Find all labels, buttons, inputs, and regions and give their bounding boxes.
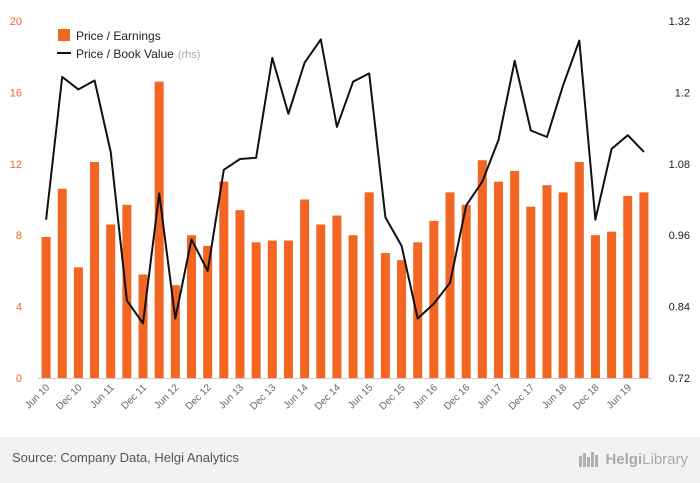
brand-name-b: Library bbox=[642, 450, 688, 468]
line-price-book-value bbox=[45, 38, 645, 325]
bar bbox=[380, 253, 390, 378]
x-tick-label: Dec 16 bbox=[442, 382, 472, 412]
legend-label-price-book-value-text: Price / Book Value bbox=[76, 47, 174, 61]
bar bbox=[558, 192, 568, 378]
x-tick-label: Dec 12 bbox=[184, 382, 214, 412]
bar bbox=[170, 285, 180, 378]
left-tick-label: 0 bbox=[16, 373, 22, 385]
bar bbox=[429, 220, 439, 378]
right-tick-label: 0.72 bbox=[669, 373, 690, 385]
right-tick-label: 0.96 bbox=[669, 230, 690, 242]
bar bbox=[106, 224, 116, 378]
bar bbox=[397, 260, 407, 378]
right-tick-label: 1.32 bbox=[669, 16, 690, 28]
x-tick-label: Dec 10 bbox=[54, 382, 84, 412]
bar bbox=[57, 188, 67, 378]
chart: 0 4 8 12 16 20 0.72 0.84 0.96 1.08 1.2 1.32 Jun 10… bbox=[10, 16, 690, 413]
bar bbox=[73, 267, 83, 378]
bar bbox=[510, 170, 520, 378]
x-tick-label: Jun 10 bbox=[23, 382, 52, 411]
bar bbox=[494, 181, 503, 378]
x-tick-label: Dec 11 bbox=[119, 382, 149, 412]
bar bbox=[542, 185, 552, 378]
x-tick-label: Jun 14 bbox=[282, 382, 311, 411]
brand-logo: Helgi Library bbox=[578, 448, 688, 470]
bar bbox=[413, 242, 423, 378]
bar bbox=[90, 162, 100, 378]
bar bbox=[590, 235, 600, 378]
legend-label-price-earnings: Price / Earnings bbox=[76, 29, 161, 43]
left-tick-label: 4 bbox=[16, 302, 22, 314]
x-tick-label: Jun 19 bbox=[605, 382, 634, 411]
bar bbox=[477, 160, 487, 378]
bar bbox=[623, 195, 633, 378]
bar bbox=[461, 204, 471, 378]
bars-price-earnings bbox=[41, 81, 649, 378]
right-tick-label: 0.84 bbox=[669, 302, 690, 314]
legend: Price / Earnings Price / Book Value (rhs) bbox=[57, 29, 200, 61]
bar bbox=[574, 162, 584, 378]
source-text: Source: Company Data, Helgi Analytics bbox=[12, 450, 239, 465]
left-tick-label: 20 bbox=[10, 16, 22, 28]
x-tick-label: Dec 13 bbox=[248, 382, 278, 412]
footer: Source: Company Data, Helgi Analytics He… bbox=[0, 437, 700, 483]
x-tick-label: Jun 15 bbox=[346, 382, 375, 411]
left-tick-label: 12 bbox=[10, 159, 22, 171]
bar bbox=[639, 192, 649, 378]
right-tick-label: 1.2 bbox=[675, 87, 690, 99]
left-axis-ticks: 0 4 8 12 16 20 bbox=[10, 16, 22, 385]
bar bbox=[267, 240, 277, 378]
bar bbox=[138, 274, 148, 378]
bar bbox=[235, 210, 245, 378]
bar bbox=[445, 192, 455, 378]
x-tick-label: Jun 18 bbox=[540, 382, 569, 411]
bar bbox=[219, 181, 229, 378]
x-tick-label: Dec 17 bbox=[507, 382, 537, 412]
x-tick-label: Dec 18 bbox=[571, 382, 601, 412]
bar bbox=[348, 235, 358, 378]
x-tick-label: Jun 16 bbox=[411, 382, 440, 411]
bar bbox=[154, 81, 164, 378]
legend-swatch-price-earnings bbox=[58, 29, 70, 41]
bar bbox=[526, 206, 536, 378]
bar bbox=[203, 245, 213, 378]
x-tick-label: Jun 11 bbox=[88, 382, 117, 411]
bar bbox=[607, 231, 617, 378]
bar bbox=[364, 192, 374, 378]
bar bbox=[41, 236, 51, 378]
x-tick-label: Dec 15 bbox=[377, 382, 407, 412]
left-tick-label: 16 bbox=[10, 87, 22, 99]
x-tick-label: Jun 12 bbox=[152, 382, 181, 411]
right-tick-label: 1.08 bbox=[669, 159, 690, 171]
right-axis-ticks: 0.72 0.84 0.96 1.08 1.2 1.32 bbox=[669, 16, 690, 385]
bar bbox=[316, 224, 326, 378]
brand-name-a: Helgi bbox=[605, 450, 643, 468]
left-tick-label: 8 bbox=[16, 230, 22, 242]
bar bbox=[187, 235, 196, 378]
x-tick-label: Jun 17 bbox=[476, 382, 505, 411]
x-tick-label: Dec 14 bbox=[313, 382, 343, 412]
x-axis-ticks: Jun 10 Dec 10 Jun 11 Dec 11 Jun 12 Dec 12 Jun … bbox=[23, 382, 634, 412]
bar bbox=[332, 215, 342, 378]
bar bbox=[251, 242, 261, 378]
bar bbox=[300, 199, 310, 378]
x-tick-label: Jun 13 bbox=[217, 382, 246, 411]
legend-label-price-book-value: Price / Book Value (rhs) bbox=[76, 47, 200, 61]
bar bbox=[283, 240, 293, 378]
library-icon bbox=[579, 452, 599, 467]
legend-note-rhs: (rhs) bbox=[178, 49, 201, 61]
